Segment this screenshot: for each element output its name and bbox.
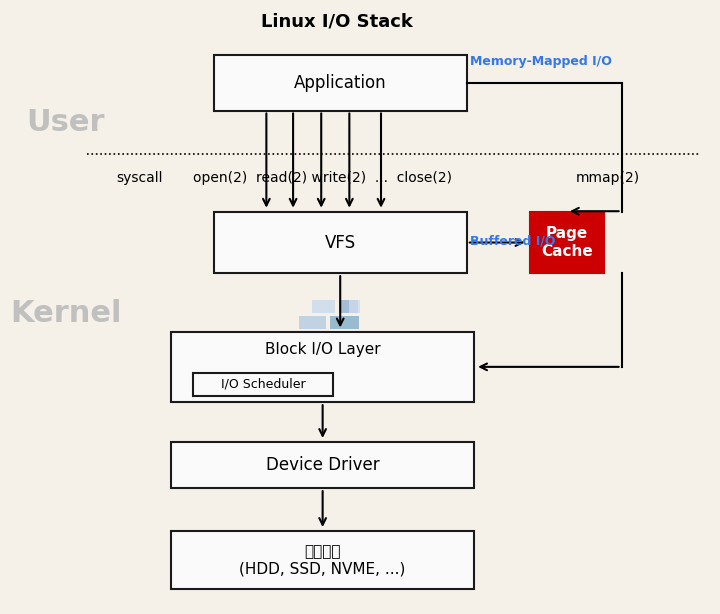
Text: Buffered I/O: Buffered I/O <box>470 234 556 247</box>
Text: VFS: VFS <box>325 233 356 252</box>
FancyBboxPatch shape <box>171 332 474 402</box>
FancyBboxPatch shape <box>214 55 467 111</box>
FancyBboxPatch shape <box>339 300 359 313</box>
FancyBboxPatch shape <box>171 442 474 488</box>
FancyBboxPatch shape <box>330 316 359 329</box>
Text: mmap(2): mmap(2) <box>575 171 639 185</box>
Text: I/O Scheduler: I/O Scheduler <box>220 378 305 391</box>
Text: Block I/O Layer: Block I/O Layer <box>265 343 380 357</box>
Text: Page
Cache: Page Cache <box>541 227 593 258</box>
Text: Memory-Mapped I/O: Memory-Mapped I/O <box>470 55 612 68</box>
Text: Device Driver: Device Driver <box>266 456 379 474</box>
FancyBboxPatch shape <box>171 531 474 589</box>
FancyBboxPatch shape <box>530 212 604 273</box>
FancyBboxPatch shape <box>192 373 333 396</box>
FancyBboxPatch shape <box>300 316 326 329</box>
Text: User: User <box>27 108 105 138</box>
Text: 存储介质
(HDD, SSD, NVME, ...): 存储介质 (HDD, SSD, NVME, ...) <box>240 544 406 577</box>
Text: Linux I/O Stack: Linux I/O Stack <box>261 12 413 31</box>
Text: syscall: syscall <box>117 171 163 185</box>
Text: open(2)  read(2) write(2)  ...  close(2): open(2) read(2) write(2) ... close(2) <box>193 171 452 185</box>
Text: Application: Application <box>294 74 387 92</box>
FancyBboxPatch shape <box>312 300 335 313</box>
FancyBboxPatch shape <box>348 300 360 313</box>
FancyBboxPatch shape <box>214 212 467 273</box>
Text: Kernel: Kernel <box>10 298 122 328</box>
